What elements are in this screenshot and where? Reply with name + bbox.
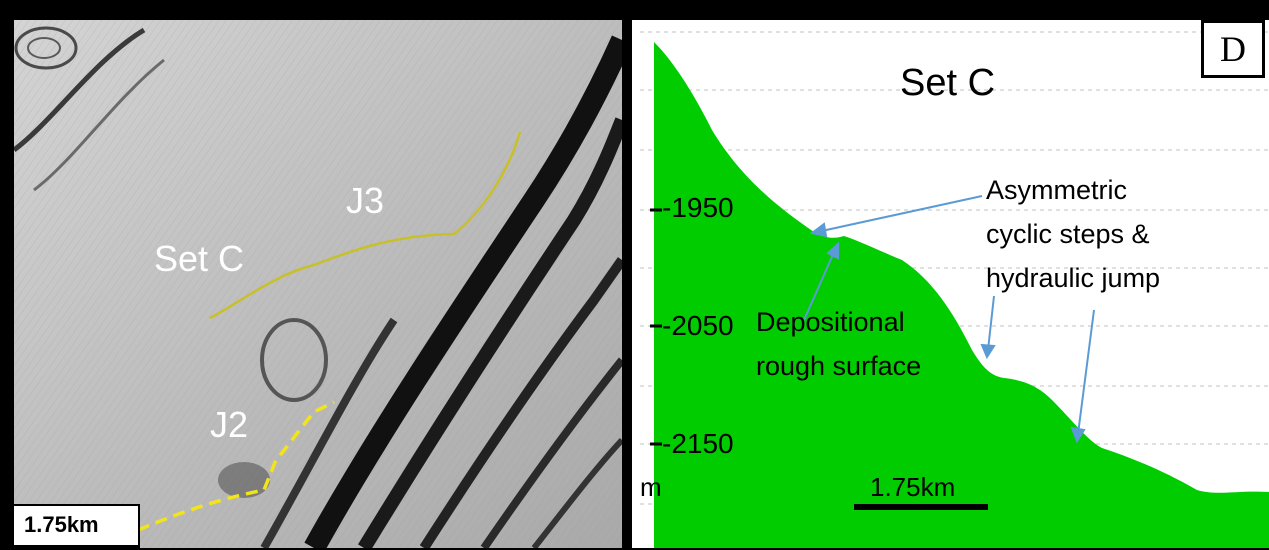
depositional-annotation: Depositional rough surface [756, 300, 921, 388]
panel-letter: D [1201, 20, 1265, 78]
depth-tick-1950: -1950 [662, 192, 734, 223]
asymmetric-annotation: Asymmetric cyclic steps & hydraulic jump [986, 168, 1160, 300]
left-scale-bar: 1.75km [14, 504, 140, 548]
depth-profile-panel: D Set C -1950 -2050 -2150 m Asymmetric c… [632, 20, 1269, 548]
depth-tick-2150: -2150 [662, 428, 734, 459]
relief-map-graphic [14, 20, 622, 548]
asymmetric-line-1: Asymmetric [986, 175, 1127, 205]
profile-title: Set C [900, 62, 996, 104]
seafloor-relief-map: Set C J3 J2 1.75km [14, 20, 622, 548]
right-scale-label: 1.75km [870, 472, 956, 502]
j3-label: J3 [346, 180, 385, 221]
asymmetric-line-3: hydraulic jump [986, 263, 1161, 293]
asymmetric-line-2: cyclic steps & [986, 219, 1150, 249]
profile-graphic [640, 31, 1269, 548]
depositional-line-2: rough surface [756, 351, 922, 381]
depth-tick-2050: -2050 [662, 310, 734, 341]
left-scale-line [14, 545, 138, 548]
right-scale-line [854, 504, 988, 510]
set-c-label: Set C [154, 238, 245, 279]
left-scale-label: 1.75km [24, 512, 99, 537]
depositional-line-1: Depositional [756, 307, 905, 337]
depth-unit: m [640, 472, 662, 502]
j2-label: J2 [210, 404, 249, 445]
